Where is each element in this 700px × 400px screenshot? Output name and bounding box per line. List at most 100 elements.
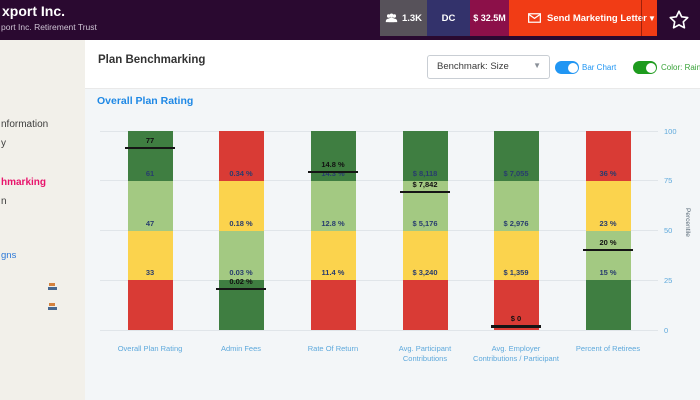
company-title: xport Inc.	[2, 3, 66, 19]
page-title: Plan Benchmarking	[98, 54, 206, 66]
bar-segment	[127, 280, 173, 330]
plan-value-label: $ 7,842	[412, 180, 438, 190]
y-tick-25: 25	[664, 275, 673, 285]
users-icon	[385, 13, 398, 24]
y-axis-label: Percentile	[684, 208, 691, 237]
bar-segment	[493, 230, 539, 281]
assets-badge: $ 32.5M	[470, 0, 509, 36]
plan-value-label: 77	[145, 135, 155, 145]
bar-segment	[127, 180, 173, 231]
plan-value-marker	[583, 248, 633, 252]
gridline-100	[100, 130, 658, 132]
category-label: Admin Fees	[220, 344, 262, 353]
plan-value-marker	[400, 190, 450, 194]
toggle-knob	[567, 62, 578, 73]
assets-label: $ 32.5M	[473, 13, 506, 23]
category-label: Avg. Employer Contributions / Participan…	[473, 344, 559, 363]
chevron-down-icon: ▼	[533, 61, 541, 70]
category-label: Percent of Retirees	[575, 344, 641, 353]
bar-segment	[218, 180, 264, 231]
color-rainbow-toggle-label: Color: Rainbow	[661, 63, 700, 72]
participants-badge: 1.3K	[380, 0, 427, 36]
quartile-boundary-label: 36 %	[599, 168, 617, 178]
plan-value-marker	[308, 170, 358, 174]
send-button-label: Send Marketing Letter	[547, 12, 647, 24]
bar-segment	[402, 180, 448, 231]
bar-segment	[310, 230, 356, 281]
category-label: Overall Plan Rating	[117, 344, 183, 353]
quartile-boundary-label: $ 2,976	[503, 218, 529, 228]
quartile-boundary-label: 33	[145, 268, 155, 278]
sidebar-item-information[interactable]: nformation	[1, 119, 49, 130]
participants-count: 1.3K	[401, 12, 423, 24]
plan-value-label: 20 %	[599, 238, 617, 247]
gridline-75	[100, 180, 658, 182]
quartile-boundary-label: 47	[145, 218, 155, 228]
bar-segment	[585, 280, 631, 330]
sidebar-item-plan[interactable]: n	[1, 196, 7, 207]
sidebar-item-benchmarking[interactable]: hmarking	[1, 177, 47, 188]
bar-segment	[310, 180, 356, 231]
bar-segment	[585, 180, 631, 231]
y-tick-100: 100	[664, 126, 677, 136]
mini-icon-1[interactable]	[48, 283, 57, 290]
plan-type-label: DC	[441, 12, 456, 24]
plan-value-label: $ 0	[510, 314, 522, 324]
send-marketing-letter-button[interactable]: Send Marketing Letter ▼	[509, 0, 657, 36]
plan-type-badge: DC	[427, 0, 470, 36]
bar-segment	[218, 131, 264, 181]
quartile-boundary-label: $ 7,055	[503, 168, 529, 178]
quartile-boundary-label: $ 5,176	[412, 218, 438, 228]
sidebar: nformation y hmarking n gns	[0, 40, 85, 400]
quartile-boundary-label: 0.18 %	[229, 218, 253, 228]
bar-segment	[493, 131, 539, 181]
bar-segment	[218, 230, 264, 281]
benchmark-select-value: Benchmark: Size	[437, 61, 509, 72]
quartile-boundary-label: 15 %	[599, 268, 617, 278]
app-header: xport Inc. port Inc. Retirement Trust 1.…	[0, 0, 700, 40]
bar-segment	[493, 280, 539, 330]
envelope-icon	[528, 13, 541, 23]
category-label: Avg. Participant Contributions	[398, 344, 452, 363]
quartile-boundary-label: 61	[145, 168, 155, 178]
bar-segment	[585, 131, 631, 181]
sidebar-item-campaigns[interactable]: gns	[1, 250, 17, 261]
plan-value-label: 0.02 %	[229, 277, 253, 287]
bar-chart-toggle-label: Bar Chart	[582, 63, 617, 72]
sidebar-item-summary[interactable]: y	[1, 138, 6, 149]
button-divider	[641, 0, 642, 36]
bar-segment	[310, 280, 356, 330]
quartile-boundary-label: $ 3,240	[412, 268, 438, 278]
benchmark-select[interactable]: Benchmark: Size ▼	[427, 55, 550, 79]
plan-subtitle: port Inc. Retirement Trust	[1, 22, 97, 32]
quartile-boundary-label: $ 1,359	[503, 268, 529, 278]
bar-segment	[127, 230, 173, 281]
gridline-50	[100, 230, 658, 231]
toggle-knob	[645, 62, 656, 73]
mini-icon-2[interactable]	[48, 303, 57, 310]
quartile-boundary-label: 0.34 %	[229, 168, 253, 178]
send-dropdown-caret-icon[interactable]: ▼	[648, 14, 656, 23]
y-tick-50: 50	[664, 226, 673, 235]
quartile-boundary-label: 11.4 %	[321, 268, 345, 278]
bar-segment	[127, 131, 173, 181]
plan-value-marker	[125, 146, 175, 150]
gridline-25	[100, 279, 658, 281]
quartile-boundary-label: 0.03 %	[229, 268, 253, 278]
bar-segment	[402, 131, 448, 181]
bar-chart-toggle[interactable]	[555, 61, 579, 74]
bar-segment	[493, 180, 539, 231]
y-tick-75: 75	[664, 176, 673, 186]
page-toolbar: Plan Benchmarking Benchmark: Size ▼ Bar …	[85, 40, 700, 89]
quartile-boundary-label: $ 8,118	[412, 168, 438, 178]
section-title: Overall Plan Rating	[97, 95, 194, 107]
gridline-0	[100, 329, 658, 331]
plan-value-marker	[216, 287, 266, 291]
color-rainbow-toggle[interactable]	[633, 61, 657, 74]
bar-segment	[402, 280, 448, 330]
plan-value-label: 14.8 %	[321, 160, 345, 170]
plan-value-marker	[491, 325, 541, 328]
star-icon[interactable]	[668, 9, 690, 31]
quartile-boundary-label: 23 %	[599, 218, 617, 228]
